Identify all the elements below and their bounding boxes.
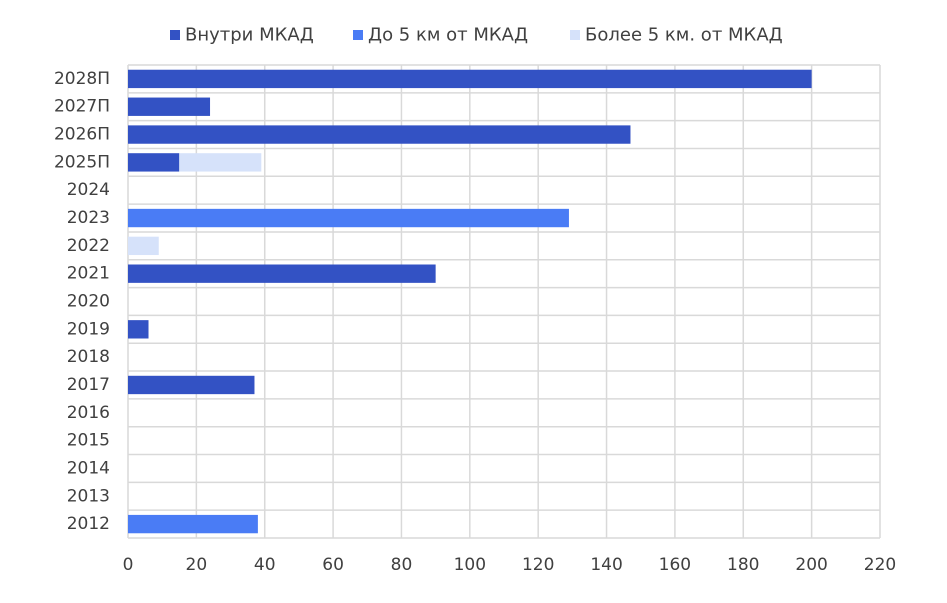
y-tick-label: 2028П [54, 69, 110, 89]
bar-2025П-series-3 [179, 153, 262, 172]
x-tick-label: 0 [123, 555, 134, 575]
y-tick-label: 2016 [67, 403, 110, 423]
legend: Внутри МКАД До 5 км от МКАД Более 5 км. от… [170, 25, 783, 46]
y-tick-label: 2013 [67, 486, 110, 506]
bar-2027П-series-1 [128, 97, 211, 116]
legend-label: До 5 км от МКАД [368, 25, 528, 46]
bar-2019-series-1 [128, 320, 149, 339]
x-tick-label: 60 [322, 555, 344, 575]
bar-2028П-series-1 [128, 69, 812, 89]
x-tick-label: 180 [727, 555, 759, 575]
y-tick-label: 2023 [67, 208, 110, 228]
y-tick-label: 2018 [67, 347, 110, 367]
bar-2012-series-2 [128, 514, 258, 534]
x-axis-tick-labels: 0 20 40 60 80 100 120 140 160 180 200 220 [123, 555, 897, 575]
bars [128, 69, 812, 534]
x-tick-label: 100 [454, 555, 486, 575]
legend-swatch [353, 30, 363, 40]
y-tick-label: 2019 [67, 319, 110, 339]
y-tick-label: 2021 [67, 264, 110, 284]
bar-2023-series-2 [128, 208, 569, 228]
legend-item: Более 5 км. от МКАД [570, 25, 783, 46]
x-tick-label: 120 [522, 555, 554, 575]
legend-swatch [170, 30, 180, 40]
y-tick-label: 2027П [54, 97, 110, 117]
x-tick-label: 220 [864, 555, 896, 575]
y-axis-tick-labels: 2028П 2027П 2026П 2025П 2024 2023 2022 2021 2020… [54, 69, 110, 534]
legend-item: До 5 км от МКАД [353, 25, 528, 46]
bar-2017-series-1 [128, 375, 255, 395]
y-tick-label: 2020 [67, 292, 110, 312]
legend-swatch [570, 30, 580, 40]
x-tick-label: 80 [391, 555, 413, 575]
bar-2022-series-3 [128, 236, 159, 256]
x-tick-label: 20 [186, 555, 208, 575]
x-tick-label: 140 [590, 555, 622, 575]
y-tick-label: 2024 [67, 180, 110, 200]
y-tick-label: 2025П [54, 152, 110, 172]
legend-label: Более 5 км. от МКАД [585, 25, 783, 46]
y-tick-label: 2026П [54, 125, 110, 145]
x-tick-label: 40 [254, 555, 276, 575]
bar-2021-series-1 [128, 264, 436, 283]
y-tick-label: 2012 [67, 514, 110, 534]
y-tick-label: 2015 [67, 431, 110, 451]
bar-2026П-series-1 [128, 125, 631, 144]
x-tick-label: 160 [659, 555, 691, 575]
legend-label: Внутри МКАД [185, 25, 314, 46]
bar-2025П-series-1 [128, 153, 180, 172]
gridlines [127, 64, 881, 539]
y-tick-label: 2014 [67, 458, 110, 478]
y-tick-label: 2017 [67, 375, 110, 395]
y-tick-label: 2022 [67, 236, 110, 256]
x-tick-label: 200 [795, 555, 827, 575]
legend-item: Внутри МКАД [170, 25, 314, 46]
